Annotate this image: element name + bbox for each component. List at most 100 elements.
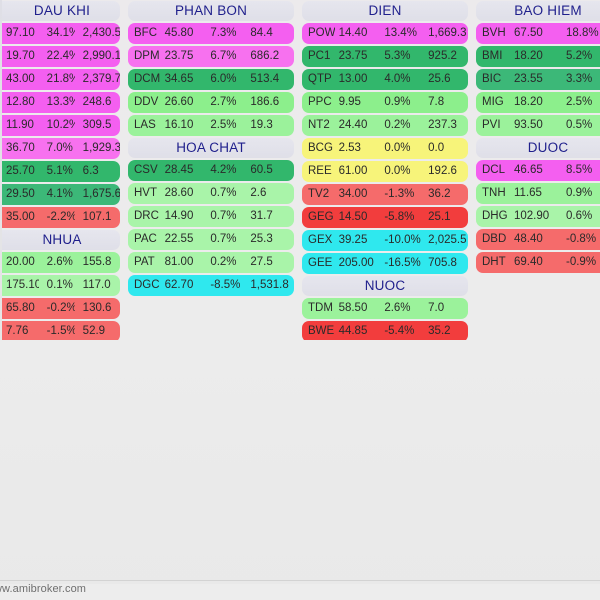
ticker-row[interactable]: 35.00 -2.2% 107.1 [0, 207, 120, 228]
ticker-change-percent: 0.2% [210, 256, 237, 268]
sector-group-header[interactable]: DIEN [302, 1, 468, 21]
ticker-row[interactable]: HVT 28.60 0.7% 2.6 [128, 183, 294, 204]
ticker-row[interactable]: NT2 24.40 0.2% 237.3 [302, 115, 468, 136]
ticker-row[interactable]: 43.00 21.8% 2,379.7 [0, 69, 120, 90]
ticker-symbol: GEX [308, 234, 333, 246]
ticker-row[interactable]: DRC 14.90 0.7% 31.7 [128, 206, 294, 227]
ticker-price: 26.60 [164, 96, 194, 108]
ticker-row[interactable]: 19.70 22.4% 2,990.1 [0, 46, 120, 67]
ticker-row[interactable]: DBD 48.40 -0.8% [476, 229, 600, 250]
ticker-row[interactable]: 29.50 4.1% 1,675.6 [0, 184, 120, 205]
ticker-volume: 130.6 [82, 302, 112, 314]
ticker-price: 14.40 [338, 27, 368, 39]
ticker-row[interactable]: 11.90 10.2% 309.5 [0, 115, 120, 136]
ticker-change-percent: -8.5% [210, 279, 241, 291]
ticker-row[interactable]: BWE 44.85 -5.4% 35.2 [302, 321, 468, 340]
ticker-row[interactable]: BIC 23.55 3.3% [476, 69, 600, 90]
ticker-volume: 1,531.8 [250, 279, 289, 291]
ticker-row[interactable]: BFC 45.80 7.3% 84.4 [128, 23, 294, 44]
sector-group-header[interactable]: DUOC [476, 138, 600, 158]
ticker-volume: 155.8 [82, 256, 112, 268]
ticker-price: 23.55 [514, 73, 543, 85]
ticker-row[interactable]: POW 14.40 13.4% 1,669.3 [302, 23, 468, 44]
ticker-symbol: QTP [308, 73, 332, 85]
ticker-row[interactable]: BCG 2.53 0.0% 0.0 [302, 138, 468, 159]
ticker-row[interactable]: 65.80 -0.2% 130.6 [0, 298, 120, 319]
ticker-row[interactable]: 97.10 34.1% 2,430.5 [0, 23, 120, 44]
sector-group-header[interactable]: NUOC [302, 276, 468, 296]
ticker-volume: 1,669.3 [428, 27, 467, 39]
sector-group: NHUA 20.00 2.6% 155.8 175.10 0.1% 117.0 65.80 -0… [0, 230, 122, 340]
ticker-price: 205.00 [338, 257, 374, 269]
ticker-change-percent: 0.6% [566, 210, 593, 222]
ticker-row[interactable]: DDV 26.60 2.7% 186.6 [128, 92, 294, 113]
ticker-row[interactable]: PVI 93.50 0.5% [476, 115, 600, 136]
ticker-row[interactable]: TDM 58.50 2.6% 7.0 [302, 298, 468, 319]
ticker-row[interactable]: MIG 18.20 2.5% [476, 92, 600, 113]
ticker-row[interactable]: BMI 18.20 5.2% [476, 46, 600, 67]
ticker-row[interactable]: 20.00 2.6% 155.8 [0, 252, 120, 273]
ticker-change-percent: -10.0% [384, 234, 421, 246]
ticker-row[interactable]: GEE 205.00 -16.5% 705.8 [302, 253, 468, 274]
ticker-symbol: NT2 [308, 119, 330, 131]
ticker-row[interactable]: DCM 34.65 6.0% 513.4 [128, 69, 294, 90]
ticker-row[interactable]: LAS 16.10 2.5% 19.3 [128, 115, 294, 136]
ticker-symbol: MIG [482, 96, 504, 108]
ticker-symbol: GEE [308, 257, 333, 269]
ticker-row[interactable]: BVH 67.50 18.8% [476, 23, 600, 44]
ticker-row[interactable]: 12.80 13.3% 248.6 [0, 92, 120, 113]
sector-group-header[interactable]: BAO HIEM [476, 1, 600, 21]
ticker-row[interactable]: GEG 14.50 -5.8% 25.1 [302, 207, 468, 228]
ticker-row[interactable]: PAC 22.55 0.7% 25.3 [128, 229, 294, 250]
ticker-price: 22.55 [164, 233, 194, 245]
ticker-row[interactable]: DPM 23.75 6.7% 686.2 [128, 46, 294, 67]
sector-group: BAO HIEM BVH 67.50 18.8% BMI 18.20 5.2% BIC 23.5… [474, 1, 600, 136]
ticker-row[interactable]: TV2 34.00 -1.3% 36.2 [302, 184, 468, 205]
ticker-volume: 25.1 [428, 211, 451, 223]
ticker-symbol: POW [308, 27, 335, 39]
ticker-symbol: PC1 [308, 50, 331, 62]
ticker-row[interactable]: DHT 69.40 -0.9% [476, 252, 600, 273]
sector-group-header[interactable]: DAU KHI [0, 1, 120, 21]
ticker-row[interactable]: PC1 23.75 5.3% 925.2 [302, 46, 468, 67]
ticker-symbol: PPC [308, 96, 332, 108]
ticker-volume: 2.6 [250, 187, 267, 199]
ticker-symbol: BMI [482, 50, 503, 62]
ticker-row[interactable]: 7.76 -1.5% 52.9 [0, 321, 120, 340]
ticker-volume: 686.2 [250, 50, 280, 62]
sector-group: DIEN POW 14.40 13.4% 1,669.3 PC1 23.75 5.3% 925.… [300, 1, 470, 274]
ticker-row[interactable]: REE 61.00 0.0% 192.6 [302, 161, 468, 182]
ticker-row[interactable]: CSV 28.45 4.2% 60.5 [128, 160, 294, 181]
ticker-symbol: TDM [308, 302, 333, 314]
ticker-row[interactable]: PPC 9.95 0.9% 7.8 [302, 92, 468, 113]
market-heatmap-board[interactable]: DAU KHI 97.10 34.1% 2,430.5 19.70 22.4% 2,990.… [0, 0, 600, 340]
ticker-row[interactable]: TNH 11.65 0.9% [476, 183, 600, 204]
ticker-row[interactable]: DHG 102.90 0.6% [476, 206, 600, 227]
ticker-symbol: DDV [134, 96, 159, 108]
ticker-row[interactable]: 25.70 5.1% 6.3 [0, 161, 120, 182]
ticker-row[interactable]: 36.70 7.0% 1,929.3 [0, 138, 120, 159]
ticker-symbol: CSV [134, 164, 158, 176]
ticker-price: 45.80 [164, 27, 194, 39]
sector-group-header[interactable]: PHAN BON [128, 1, 294, 21]
ticker-price: 16.10 [164, 119, 194, 131]
ticker-symbol: DCM [134, 73, 161, 85]
ticker-row[interactable]: DGC 62.70 -8.5% 1,531.8 [128, 275, 294, 296]
ticker-price: 39.25 [338, 234, 368, 246]
ticker-row[interactable]: PAT 81.00 0.2% 27.5 [128, 252, 294, 273]
ticker-price: 11.65 [514, 187, 542, 199]
ticker-price: 34.65 [164, 73, 194, 85]
sector-group-header[interactable]: NHUA [0, 230, 120, 250]
ticker-price: 13.00 [338, 73, 368, 85]
ticker-volume: 2,990.1 [82, 50, 120, 62]
sector-group-header[interactable]: HOA CHAT [128, 138, 294, 158]
ticker-row[interactable]: DCL 46.65 8.5% [476, 160, 600, 181]
ticker-row[interactable]: QTP 13.00 4.0% 25.6 [302, 69, 468, 90]
ticker-change-percent: 2.5% [566, 96, 593, 108]
ticker-row[interactable]: 175.10 0.1% 117.0 [0, 275, 120, 296]
ticker-symbol: BCG [308, 142, 333, 154]
ticker-row[interactable]: GEX 39.25 -10.0% 2,025.5 [302, 230, 468, 251]
bottom-divider [0, 580, 600, 581]
sector-group: DAU KHI 97.10 34.1% 2,430.5 19.70 22.4% 2,990.… [0, 1, 122, 228]
ticker-price: 18.20 [514, 96, 543, 108]
